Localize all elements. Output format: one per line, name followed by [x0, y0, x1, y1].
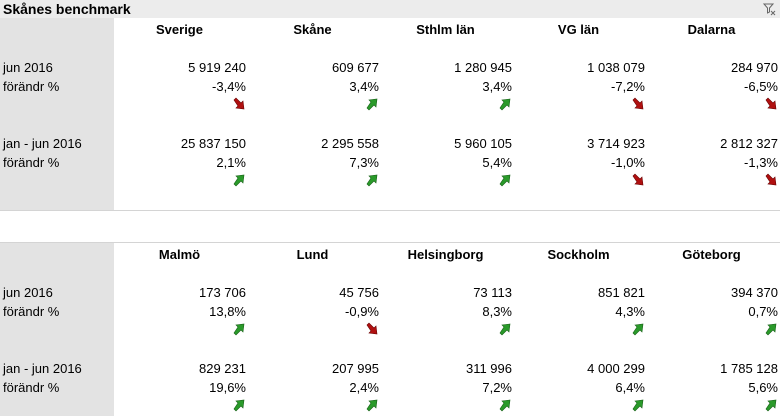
cell-value: 207 995 [332, 361, 379, 376]
column-header: Skåne [293, 22, 332, 37]
cell-value: 19,6% [209, 380, 246, 395]
arrow-down [366, 322, 378, 335]
arrow-up [499, 174, 511, 187]
arrow-up [765, 323, 777, 336]
cell-value: 2 812 327 [720, 136, 778, 151]
arrow-down [233, 97, 245, 110]
cell-value: 3 714 923 [587, 136, 645, 151]
cell-value: 0,7% [748, 304, 778, 319]
separator [0, 242, 780, 243]
title-bar [0, 0, 780, 18]
row-label: förändr % [3, 304, 60, 319]
arrow-up [632, 399, 644, 412]
cell-value: 1 038 079 [587, 60, 645, 75]
cell-value: 13,8% [209, 304, 246, 319]
cell-value: 829 231 [199, 361, 246, 376]
column-header: VG län [557, 22, 600, 37]
arrow-up [366, 98, 378, 111]
cell-value: 6,4% [615, 380, 645, 395]
cell-value: 25 837 150 [180, 136, 246, 151]
cell-value: 3,4% [482, 79, 512, 94]
arrow-down [765, 97, 777, 110]
arrow-up [499, 98, 511, 111]
row-label: jun 2016 [3, 60, 53, 75]
cell-value: 851 821 [598, 285, 645, 300]
arrow-up [233, 323, 245, 336]
column-header: Malmö [158, 247, 201, 262]
arrow-up [632, 323, 644, 336]
cell-value: 173 706 [199, 285, 246, 300]
cell-value: 3,4% [349, 79, 379, 94]
cell-value: 2,4% [349, 380, 379, 395]
cell-value: 2 295 558 [321, 136, 379, 151]
cell-value: -1,0% [611, 155, 645, 170]
cell-value: 45 756 [339, 285, 379, 300]
arrow-down [765, 173, 777, 186]
cell-value: 284 970 [731, 60, 778, 75]
arrow-up [366, 174, 378, 187]
cell-value: 1 785 128 [720, 361, 778, 376]
arrow-up [499, 399, 511, 412]
arrow-down [632, 97, 644, 110]
row-label: förändr % [3, 79, 60, 94]
separator [0, 210, 780, 211]
clear-filter-icon[interactable] [762, 2, 776, 16]
arrow-up [499, 323, 511, 336]
cell-value: 7,3% [349, 155, 379, 170]
column-header: Helsingborg [407, 247, 484, 262]
cell-value: -7,2% [611, 79, 645, 94]
row-label: förändr % [3, 155, 60, 170]
cell-value: 5 960 105 [454, 136, 512, 151]
cell-value: -6,5% [744, 79, 778, 94]
row-label: jan - jun 2016 [3, 361, 82, 376]
column-header: Sthlm län [416, 22, 475, 37]
label-column [0, 243, 114, 416]
title: Skånes benchmark [3, 1, 131, 17]
column-header: Dalarna [687, 22, 736, 37]
cell-value: 1 280 945 [454, 60, 512, 75]
cell-value: 73 113 [473, 285, 512, 300]
arrow-up [765, 399, 777, 412]
column-header: Sockholm [547, 247, 610, 262]
cell-value: 5 919 240 [188, 60, 246, 75]
label-column [0, 18, 114, 210]
cell-value: -1,3% [744, 155, 778, 170]
cell-value: 2,1% [216, 155, 246, 170]
column-header: Lund [296, 247, 329, 262]
cell-value: 4,3% [615, 304, 645, 319]
row-label: jan - jun 2016 [3, 136, 82, 151]
row-label: förändr % [3, 380, 60, 395]
cell-value: -0,9% [345, 304, 379, 319]
cell-value: 311 996 [465, 361, 512, 376]
cell-value: 8,3% [482, 304, 512, 319]
cell-value: 394 370 [731, 285, 778, 300]
arrow-up [233, 399, 245, 412]
row-label: jun 2016 [3, 285, 53, 300]
arrow-up [233, 174, 245, 187]
cell-value: -3,4% [212, 79, 246, 94]
column-header: Göteborg [682, 247, 741, 262]
cell-value: 4 000 299 [587, 361, 645, 376]
cell-value: 5,4% [482, 155, 512, 170]
cell-value: 5,6% [748, 380, 778, 395]
cell-value: 7,2% [482, 380, 512, 395]
column-header: Sverige [156, 22, 203, 37]
arrow-down [632, 173, 644, 186]
cell-value: 609 677 [332, 60, 379, 75]
arrow-up [366, 399, 378, 412]
